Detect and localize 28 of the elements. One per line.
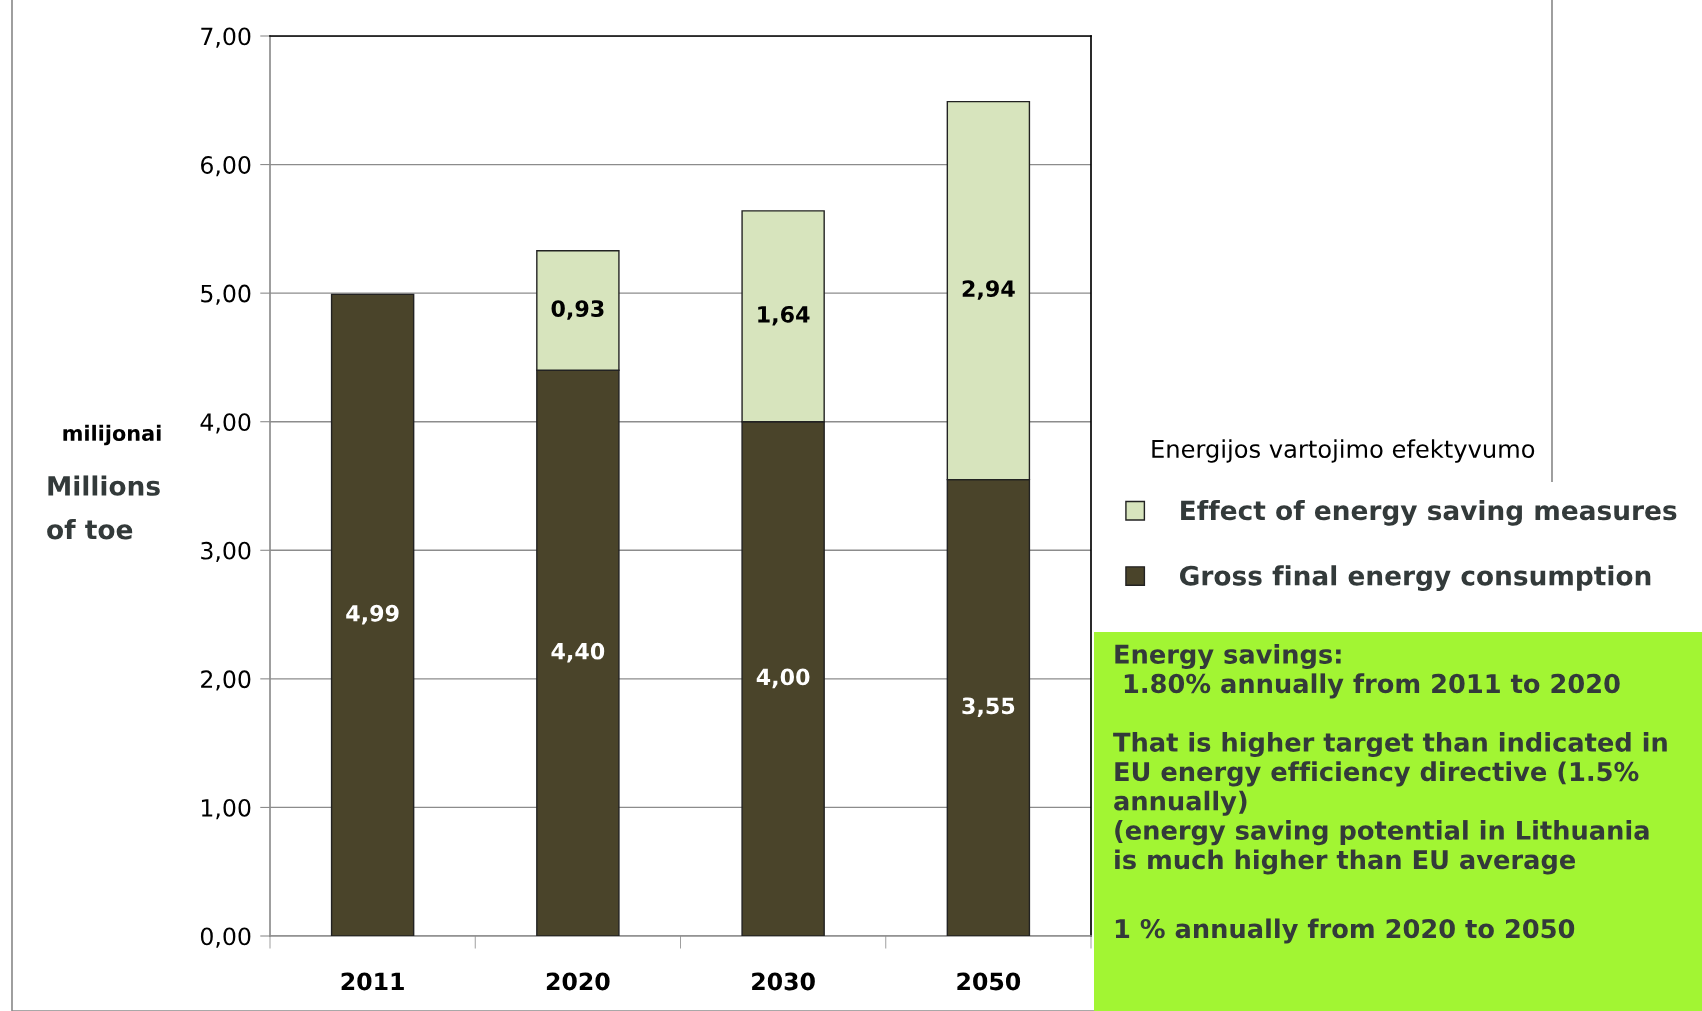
x-tick-label: 2011 [341, 972, 404, 991]
data-label: 4,40 [551, 642, 605, 663]
x-tick-label: 2050 [957, 972, 1021, 991]
x-tick-label: 2020 [546, 972, 610, 991]
text: Energijos vartojimo efektyvumo [1152, 439, 1535, 463]
data-label: 0,93 [551, 300, 604, 320]
y-tick-label: 5,00 [201, 284, 251, 305]
data-label: 3,55 [962, 697, 1015, 718]
text: 1 % annually from 2020 to 2050 [1115, 918, 1575, 944]
legend-label: Gross final energy consumption [1180, 565, 1651, 591]
y-tick-label: 0,00 [200, 927, 251, 948]
legend-label: Effect of energy saving measures [1181, 499, 1677, 526]
y-tick-label: 1,00 [201, 798, 251, 820]
data-label: 2,94 [962, 280, 1015, 300]
text: That is higher target than indicated in EU energy efficiency directive (1.5% annually) (energy saving potential in Lithuania is much higher than EU average [1113, 732, 1667, 875]
y-tick-label: 3,00 [201, 541, 251, 562]
y-tick-label: 7,00 [201, 27, 251, 48]
text: milijonai [63, 424, 161, 446]
data-label: 4,99 [346, 604, 399, 625]
y-tick-label: 2,00 [201, 670, 251, 691]
y-tick-label: 4,00 [200, 413, 251, 434]
data-label: 4,00 [756, 668, 810, 689]
y-tick-label: 6,00 [201, 156, 251, 177]
data-label: 1,64 [758, 305, 810, 326]
x-tick-label: 2030 [752, 972, 815, 991]
text: Energy savings: 1.80% annually from 2011 to 2020 [1115, 644, 1620, 699]
y-axis-title: Millions of toe [47, 475, 160, 540]
bar [330, 293, 415, 936]
